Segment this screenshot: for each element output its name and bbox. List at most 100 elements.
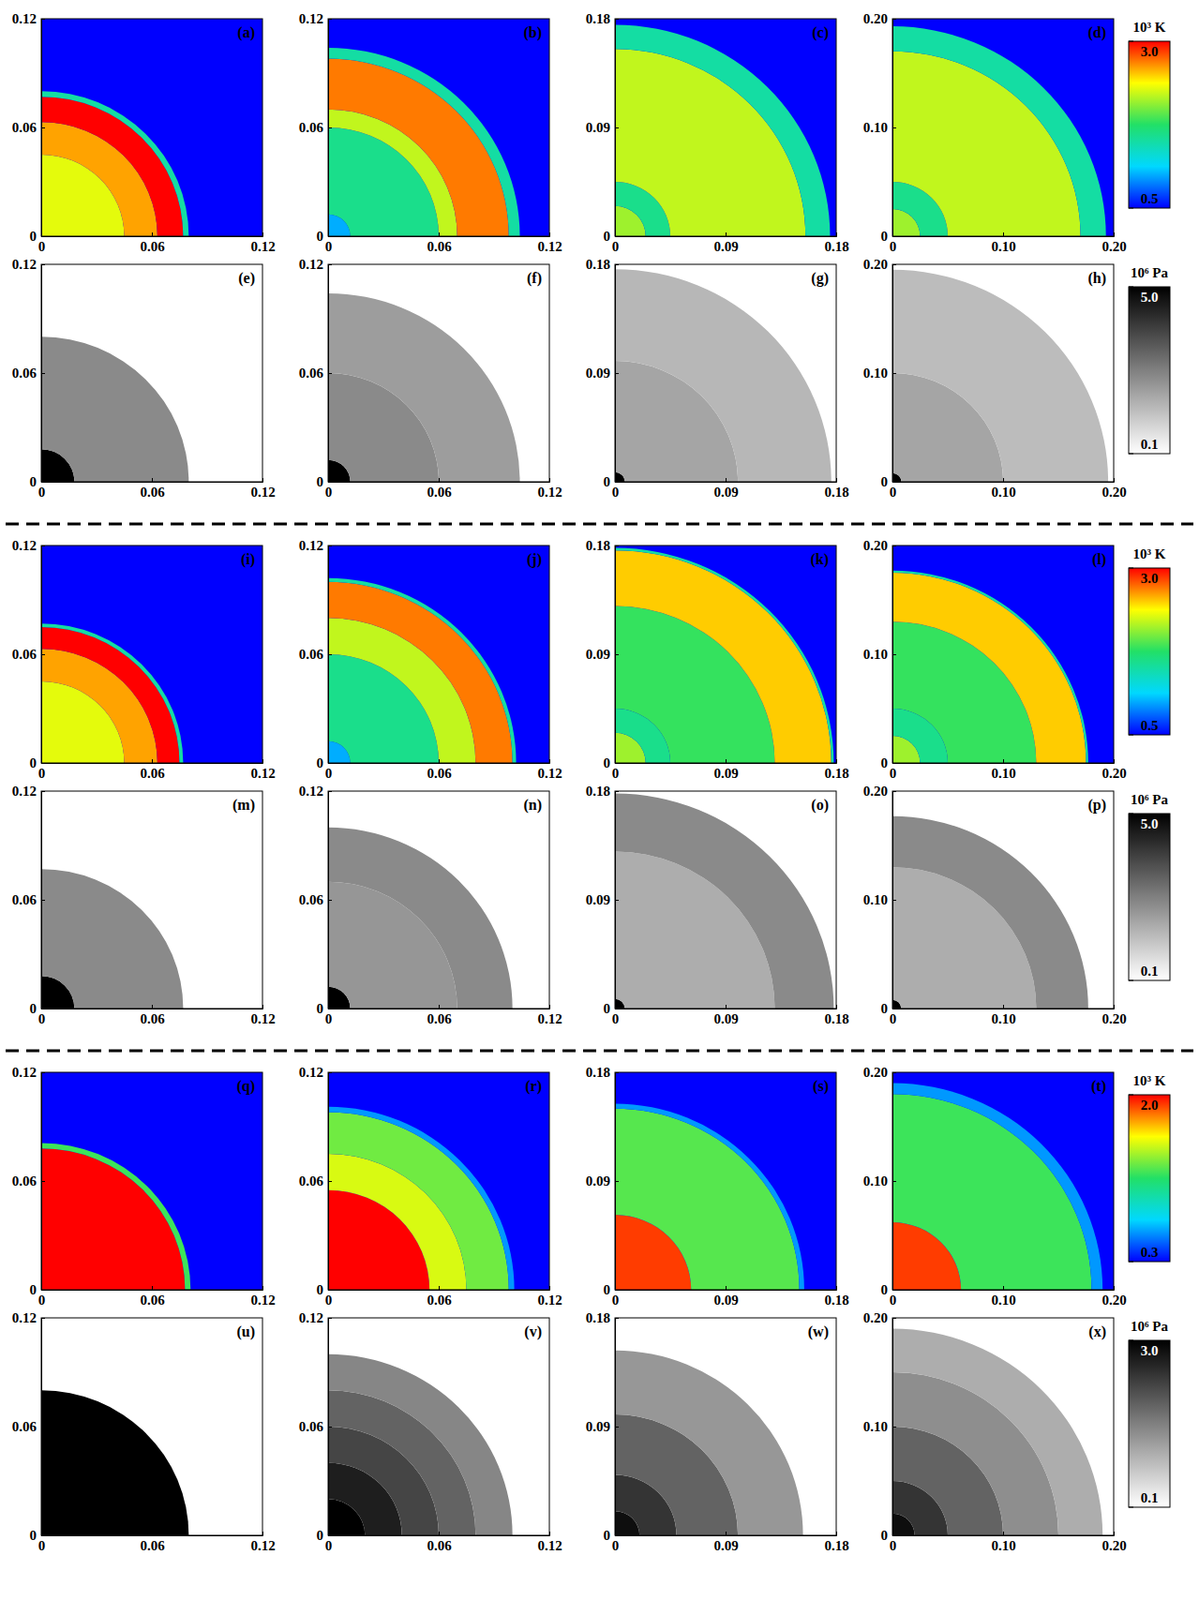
radial-band bbox=[614, 794, 834, 1009]
y-axis: 00.100.20 bbox=[863, 538, 897, 771]
y-tick-mark bbox=[614, 1072, 619, 1074]
x-tick-mark bbox=[549, 1004, 551, 1009]
y-tick-mark bbox=[614, 373, 619, 375]
colorbar-tick bbox=[1128, 568, 1134, 570]
y-tick: 0.06 bbox=[12, 646, 45, 662]
colorbar-tick-label: 0.1 bbox=[1140, 1490, 1159, 1506]
y-tick-label: 0 bbox=[881, 1001, 889, 1017]
x-tick-label: 0 bbox=[38, 765, 46, 781]
x-tick: 0.12 bbox=[537, 232, 562, 255]
x-tick: 0.12 bbox=[250, 1531, 275, 1554]
y-tick-label: 0.12 bbox=[299, 1064, 324, 1080]
radial-band bbox=[892, 51, 1081, 237]
x-tick-label: 0.12 bbox=[537, 1292, 562, 1308]
y-tick-label: 0.18 bbox=[585, 256, 611, 272]
y-axis-line bbox=[42, 792, 46, 1010]
y-axis-line bbox=[893, 1318, 898, 1537]
y-axis: 00.100.20 bbox=[863, 11, 897, 244]
plot-frame bbox=[41, 791, 263, 1009]
y-tick-mark bbox=[41, 899, 45, 901]
y-tick: 0.09 bbox=[585, 1419, 619, 1435]
radial-band bbox=[328, 47, 521, 237]
colorbar-tick bbox=[1128, 453, 1134, 455]
colorbar-tick-label: 0.1 bbox=[1140, 963, 1159, 979]
y-tick: 0 bbox=[881, 1001, 898, 1017]
y-tick-mark bbox=[328, 1008, 332, 1010]
y-tick-label: 0.12 bbox=[299, 256, 324, 272]
x-tick-label: 0.06 bbox=[426, 484, 452, 500]
y-tick: 0 bbox=[29, 228, 46, 244]
x-tick: 0.20 bbox=[1101, 232, 1126, 255]
y-tick: 0.06 bbox=[12, 1173, 45, 1189]
x-axis: 00.060.12 bbox=[325, 1004, 563, 1027]
y-tick-mark bbox=[328, 899, 332, 901]
x-tick: 0.20 bbox=[1101, 478, 1126, 500]
y-axis-line bbox=[615, 546, 620, 765]
x-tick-mark bbox=[262, 1286, 264, 1290]
panel: 00.060.1200.060.12(u) bbox=[12, 1310, 276, 1553]
radial-band bbox=[41, 623, 183, 764]
radial-band bbox=[328, 59, 510, 237]
panel: 00.100.2000.100.20(d) bbox=[863, 11, 1127, 254]
panel: 00.060.1200.060.12(e) bbox=[12, 256, 276, 499]
panel-label: (i) bbox=[240, 551, 255, 569]
colorbar-tick-label: 2.0 bbox=[1140, 1097, 1159, 1113]
x-tick-mark bbox=[438, 759, 440, 764]
x-axis: 00.060.12 bbox=[325, 478, 563, 500]
x-tick-label: 0.10 bbox=[990, 1538, 1016, 1554]
plot-frame bbox=[892, 18, 1114, 237]
colorbar: 10³ K0.53.0 bbox=[1128, 19, 1170, 209]
y-tick-mark bbox=[328, 264, 332, 266]
panel: 00.060.1200.060.12(b) bbox=[299, 11, 563, 254]
plot-frame bbox=[614, 1318, 837, 1536]
x-tick: 0.18 bbox=[824, 759, 849, 781]
colorbar-ramp bbox=[1128, 813, 1170, 981]
y-axis-line bbox=[893, 546, 898, 765]
x-tick-label: 0.06 bbox=[426, 765, 452, 781]
radial-band bbox=[614, 1109, 800, 1290]
y-tick-label: 0.20 bbox=[863, 11, 888, 27]
x-tick-label: 0.09 bbox=[713, 765, 738, 781]
x-tick: 0.18 bbox=[824, 478, 849, 500]
x-axis: 00.100.20 bbox=[889, 1004, 1127, 1027]
x-tick-label: 0.06 bbox=[139, 1292, 165, 1308]
x-tick-mark bbox=[549, 759, 551, 764]
x-tick-mark bbox=[1113, 1004, 1115, 1009]
y-tick-mark bbox=[328, 481, 332, 483]
y-tick-label: 0 bbox=[603, 228, 612, 244]
y-tick: 0.20 bbox=[863, 256, 897, 272]
x-tick-label: 0.12 bbox=[250, 484, 275, 500]
field bbox=[328, 1072, 550, 1290]
x-tick-label: 0.09 bbox=[713, 484, 738, 500]
x-tick-label: 0 bbox=[612, 484, 620, 500]
radial-band bbox=[328, 293, 521, 482]
x-axis: 00.100.20 bbox=[889, 759, 1127, 781]
y-tick-mark bbox=[892, 791, 897, 793]
ambient-region bbox=[328, 545, 550, 764]
y-axis-line bbox=[893, 265, 898, 483]
field bbox=[892, 791, 1114, 1009]
x-tick-mark bbox=[725, 478, 727, 482]
panel: 00.100.2000.100.20(x) bbox=[863, 1310, 1127, 1553]
y-tick-mark bbox=[328, 236, 332, 238]
x-axis: 00.060.12 bbox=[38, 759, 276, 781]
panel: 00.090.1800.090.18(w) bbox=[585, 1310, 850, 1553]
x-tick: 0.06 bbox=[426, 759, 452, 781]
radial-band bbox=[614, 24, 830, 237]
y-axis: 00.060.12 bbox=[12, 11, 45, 244]
plot-frame bbox=[41, 1072, 263, 1290]
y-axis-line bbox=[615, 792, 620, 1010]
field bbox=[892, 264, 1114, 482]
y-tick: 0.06 bbox=[12, 1419, 45, 1435]
plot-frame bbox=[41, 264, 263, 482]
y-axis-line bbox=[893, 792, 898, 1010]
colorbar-ramp bbox=[1128, 568, 1170, 735]
ambient-region bbox=[892, 545, 1114, 764]
panel: 00.060.1200.060.12(f) bbox=[299, 256, 563, 499]
y-tick-label: 0.06 bbox=[12, 1173, 38, 1189]
colorbar-tick bbox=[1128, 1094, 1134, 1096]
x-axis-line bbox=[615, 232, 838, 238]
colorbar-tick bbox=[1128, 1507, 1134, 1509]
panel-label: (u) bbox=[236, 1323, 255, 1341]
field bbox=[892, 1318, 1114, 1536]
